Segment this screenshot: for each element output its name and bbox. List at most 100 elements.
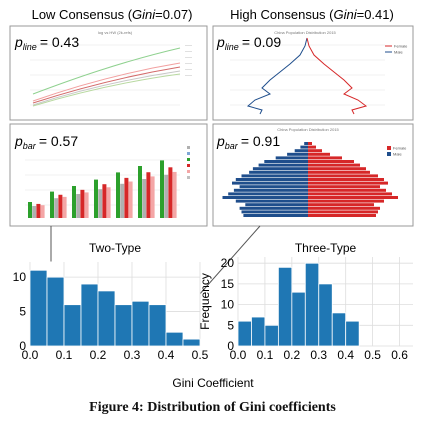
mini-bar [160, 160, 164, 218]
pyramid-bar-male [287, 152, 308, 156]
pyramid-bar-male [249, 170, 308, 174]
left-line-legend: —— —— —— —— —— —— [185, 43, 193, 77]
pyramid-bar-female [308, 149, 322, 153]
p-line-right: pline = 0.09 [216, 34, 281, 52]
histogram-bar [114, 304, 133, 347]
pyramid-bar-female [308, 163, 360, 167]
mini-bar [116, 172, 120, 218]
histogram-bar [29, 269, 48, 347]
mini-bar [124, 177, 129, 218]
left-line-thumbnail: log vs HW (2k-refs) —— —— —— —— —— —— pline =… [9, 25, 208, 121]
pyramid-bar-female [308, 199, 384, 203]
histogram-bar [237, 320, 252, 347]
mini-bar [146, 172, 151, 218]
x-tick-label: 0.4 [337, 348, 354, 362]
y-tick-label: 10 [221, 298, 235, 312]
mini-bar [106, 187, 111, 218]
left-bar-legend [187, 146, 190, 179]
mini-bar [102, 184, 107, 218]
x-tick-label: 0.2 [90, 348, 107, 362]
pyramid-bar-female [308, 192, 392, 196]
x-tick-label: 0.4 [158, 348, 175, 362]
pyramid-bar-female [308, 206, 380, 210]
pyramid-bar-female [308, 142, 312, 145]
pyramid-bar-male [304, 142, 308, 145]
histogram-bar [80, 283, 99, 347]
x-tick-label: 0.5 [364, 348, 381, 362]
pyramid-bar-male [228, 192, 308, 196]
histogram-three-type: 0.0 0.1 0.2 0.3 0.4 0.5 0.6 0 5 10 15 20 Three-Type F… [198, 241, 414, 362]
histogram-bar [264, 324, 279, 347]
pyramid-bar-male [235, 178, 308, 181]
series-line-2 [32, 62, 181, 102]
svg-text:——: —— [185, 61, 193, 65]
series-line-3 [32, 66, 181, 104]
female-population-line [306, 37, 368, 115]
x-tick-label: 0.6 [391, 348, 408, 362]
svg-text:——: —— [185, 73, 193, 77]
p-bar-right: pbar = 0.91 [216, 133, 280, 151]
population-pyramid [222, 142, 398, 217]
mini-bar [98, 189, 103, 218]
left-line-mini-title: log vs HW (2k-refs) [98, 30, 133, 35]
series-line-5 [32, 73, 181, 107]
x-tick-label: 0.3 [124, 348, 141, 362]
pyramid-bar-female [308, 167, 366, 171]
mini-bar [36, 203, 41, 218]
histogram-bar [165, 331, 184, 347]
pyramid-bar-male [300, 145, 308, 149]
left-mini-bars [28, 160, 177, 218]
left-panel-title: Low Consensus (Gini=0.07) [32, 7, 193, 22]
mini-bar [168, 167, 173, 218]
mini-bar [58, 194, 63, 218]
mini-bar [50, 191, 54, 218]
figure: Low Consensus (Gini=0.07) High Consensus… [9, 7, 414, 390]
x-tick-label: 0.3 [310, 348, 327, 362]
svg-text:——: —— [185, 43, 193, 47]
histogram-bar [131, 300, 150, 347]
x-tick-label: 0.2 [284, 348, 301, 362]
svg-text:Male: Male [393, 152, 402, 157]
y-tick-label: 20 [221, 256, 235, 270]
right-bar-thumbnail: China Population Distribution 2015 Femal… [212, 123, 414, 227]
right-bar-legend: Female Male [387, 146, 407, 157]
histogram-bar [182, 338, 201, 347]
y-tick-label: 5 [19, 305, 26, 319]
pyramid-bar-female [308, 152, 330, 156]
pyramid-bar-male [264, 160, 308, 163]
series-line-4 [32, 70, 181, 106]
svg-text:——: —— [185, 55, 193, 59]
histogram-bar [291, 291, 306, 347]
pyramid-bar-male [243, 214, 308, 217]
pyramid-bar-female [308, 196, 398, 199]
mini-bar [28, 202, 32, 218]
left-bar-thumbnail: pbar = 0.57 [9, 123, 208, 227]
svg-text:——: —— [185, 49, 193, 53]
histogram-bar [277, 266, 293, 347]
mini-bar [164, 174, 169, 218]
svg-text:——: —— [185, 67, 193, 71]
right-line-grid [230, 44, 385, 106]
mini-bar [32, 206, 37, 218]
mini-bar [80, 189, 85, 218]
mini-bar [120, 183, 125, 218]
pyramid-bar-female [308, 203, 374, 207]
svg-text:Female: Female [394, 44, 408, 49]
mini-bar [142, 179, 147, 218]
pyramid-bar-male [232, 181, 308, 185]
right-line-mini-title: China Population Distribution 2015 [274, 30, 336, 35]
pyramid-bar-female [308, 160, 354, 163]
histogram-two-type: 0.0 0.1 0.2 0.3 0.4 0.5 0 5 10 Two-Type [13, 241, 209, 362]
pyramid-bar-male [239, 206, 308, 210]
histogram-bar [304, 262, 320, 347]
histogram-bar [251, 316, 266, 347]
mini-bar [76, 194, 81, 218]
pyramid-bar-female [308, 145, 316, 149]
pyramid-bar-male [294, 149, 308, 153]
y-tick-label: 10 [13, 270, 27, 284]
pyramid-bar-male [245, 203, 308, 207]
x-tick-label: 0.0 [230, 348, 247, 362]
mini-bar [150, 176, 155, 218]
mini-bar [40, 205, 45, 218]
p-line-left: pline = 0.43 [14, 34, 79, 52]
